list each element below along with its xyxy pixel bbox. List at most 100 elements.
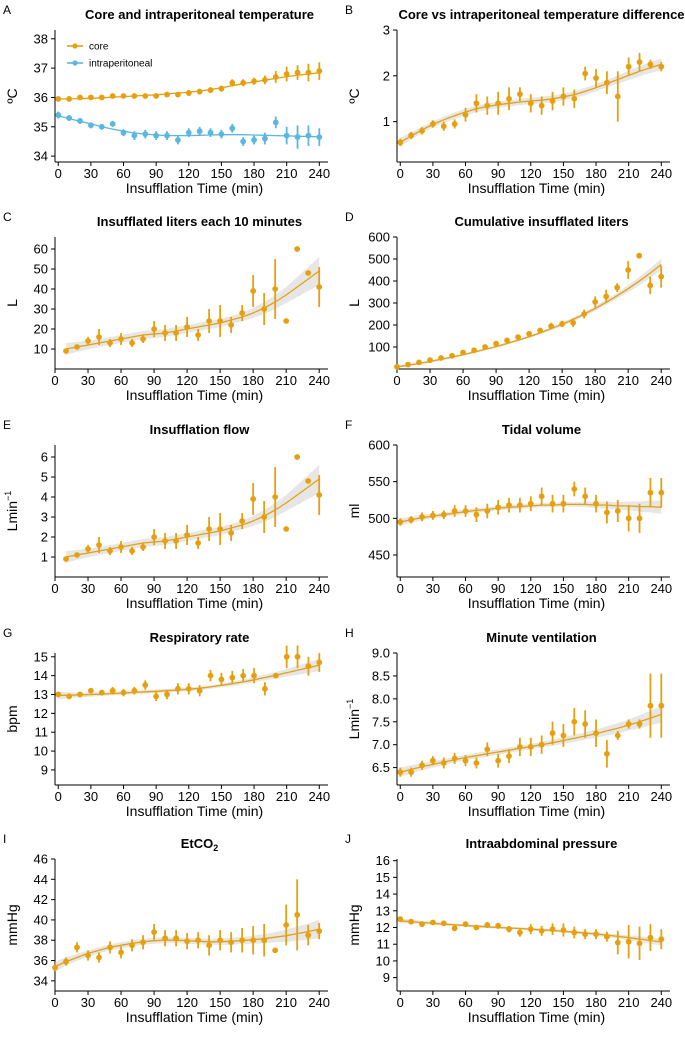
data-point [251, 672, 257, 679]
panel-letter: G [3, 626, 12, 640]
y-tick-label: 400 [368, 274, 390, 289]
chart-title-text: Minute ventilation [486, 630, 597, 645]
data-point [129, 548, 135, 554]
data-point [107, 548, 113, 554]
x-axis-title: Insufflation Time (min) [126, 180, 263, 196]
data-point [397, 519, 404, 525]
data-point [625, 267, 632, 273]
x-axis-title: Insufflation Time (min) [468, 180, 605, 196]
series-liters [63, 246, 323, 355]
data-point [107, 944, 113, 951]
y-tick-label: 500 [368, 511, 390, 526]
x-tick-label: 90 [491, 581, 505, 596]
y-tick-label: 300 [368, 296, 390, 311]
data-point [515, 334, 521, 340]
y-tick-label: 35 [34, 119, 48, 134]
y-tick-label: 12 [34, 706, 48, 721]
x-tick-label: 30 [426, 995, 440, 1010]
data-point [560, 732, 567, 739]
y-axis-title-superscript: −1 [345, 699, 355, 709]
x-tick-label: 90 [489, 373, 503, 388]
data-point [571, 718, 578, 725]
data-point [52, 964, 58, 971]
data-point [55, 96, 62, 102]
data-point [305, 478, 312, 484]
data-point [416, 359, 422, 366]
data-point [451, 925, 458, 932]
y-tick-label: 3 [383, 23, 390, 38]
data-point [228, 939, 235, 946]
y-axis-title: bpm [4, 705, 20, 732]
y-axis-title-text: ºC [4, 88, 20, 103]
panel-letter: E [3, 418, 11, 432]
x-tick-label: 150 [553, 581, 575, 596]
data-point [397, 916, 404, 923]
data-point [604, 509, 610, 516]
data-point [173, 538, 179, 544]
data-point [294, 454, 301, 460]
x-tick-label: 180 [585, 581, 607, 596]
y-tick-label: 36 [34, 90, 48, 105]
data-point [218, 131, 225, 138]
y-axis-title-superscript: −1 [3, 491, 13, 501]
data-point [66, 115, 73, 121]
data-point [251, 78, 257, 85]
data-point [593, 931, 599, 938]
y-tick-label: 10 [34, 744, 48, 759]
y-tick-label: 550 [368, 474, 390, 489]
data-point [55, 112, 62, 118]
y-tick-label: 13 [34, 687, 48, 702]
x-tick-label: 30 [81, 995, 95, 1010]
data-point [196, 687, 203, 694]
y-axis-title: ºC [346, 88, 362, 103]
data-point [495, 100, 502, 107]
data-point [462, 111, 469, 118]
x-tick-label: 180 [242, 995, 264, 1010]
data-point [98, 123, 105, 130]
y-tick-label: 600 [368, 438, 390, 453]
data-point [283, 132, 290, 139]
data-point [527, 100, 534, 107]
x-tick-label: 150 [211, 166, 233, 181]
x-tick-label: 240 [650, 166, 672, 181]
x-tick-label: 60 [458, 581, 472, 596]
data-point [305, 932, 312, 939]
data-point [184, 938, 190, 945]
x-tick-label: 60 [116, 789, 130, 804]
x-tick-label: 0 [393, 373, 400, 388]
data-point [283, 71, 290, 77]
x-tick-label: 240 [308, 581, 330, 596]
series-tidal [397, 478, 665, 533]
data-point [283, 922, 290, 928]
x-tick-label: 0 [397, 166, 404, 181]
x-tick-label: 240 [308, 373, 330, 388]
data-point [549, 500, 556, 507]
data-point [250, 937, 257, 944]
data-point [647, 934, 654, 941]
chart-title-text: Insufflated liters each 10 minutes [97, 214, 302, 229]
data-point [162, 935, 168, 942]
data-point [207, 672, 214, 679]
x-tick-label: 210 [275, 373, 297, 388]
data-point [316, 134, 323, 140]
y-tick-label: 34 [34, 149, 48, 164]
data-point [593, 730, 599, 737]
data-point [140, 939, 146, 946]
data-point [196, 88, 203, 95]
x-tick-label: 180 [242, 581, 264, 596]
data-point [195, 332, 202, 338]
data-point [604, 933, 610, 940]
data-point [405, 361, 411, 368]
data-point [85, 546, 91, 552]
y-tick-label: 7.5 [372, 714, 390, 729]
data-point [109, 687, 116, 694]
y-axis-title: mmHg [346, 904, 362, 945]
y-tick-label: 2 [41, 530, 48, 545]
x-axis-title: Insufflation Time (min) [126, 803, 263, 819]
data-point [272, 947, 279, 954]
data-point [217, 318, 224, 324]
panel-b: B Core vs intraperitoneal temperature dif… [345, 3, 685, 196]
data-point [153, 132, 160, 139]
data-point [625, 721, 632, 727]
data-point [484, 102, 491, 109]
